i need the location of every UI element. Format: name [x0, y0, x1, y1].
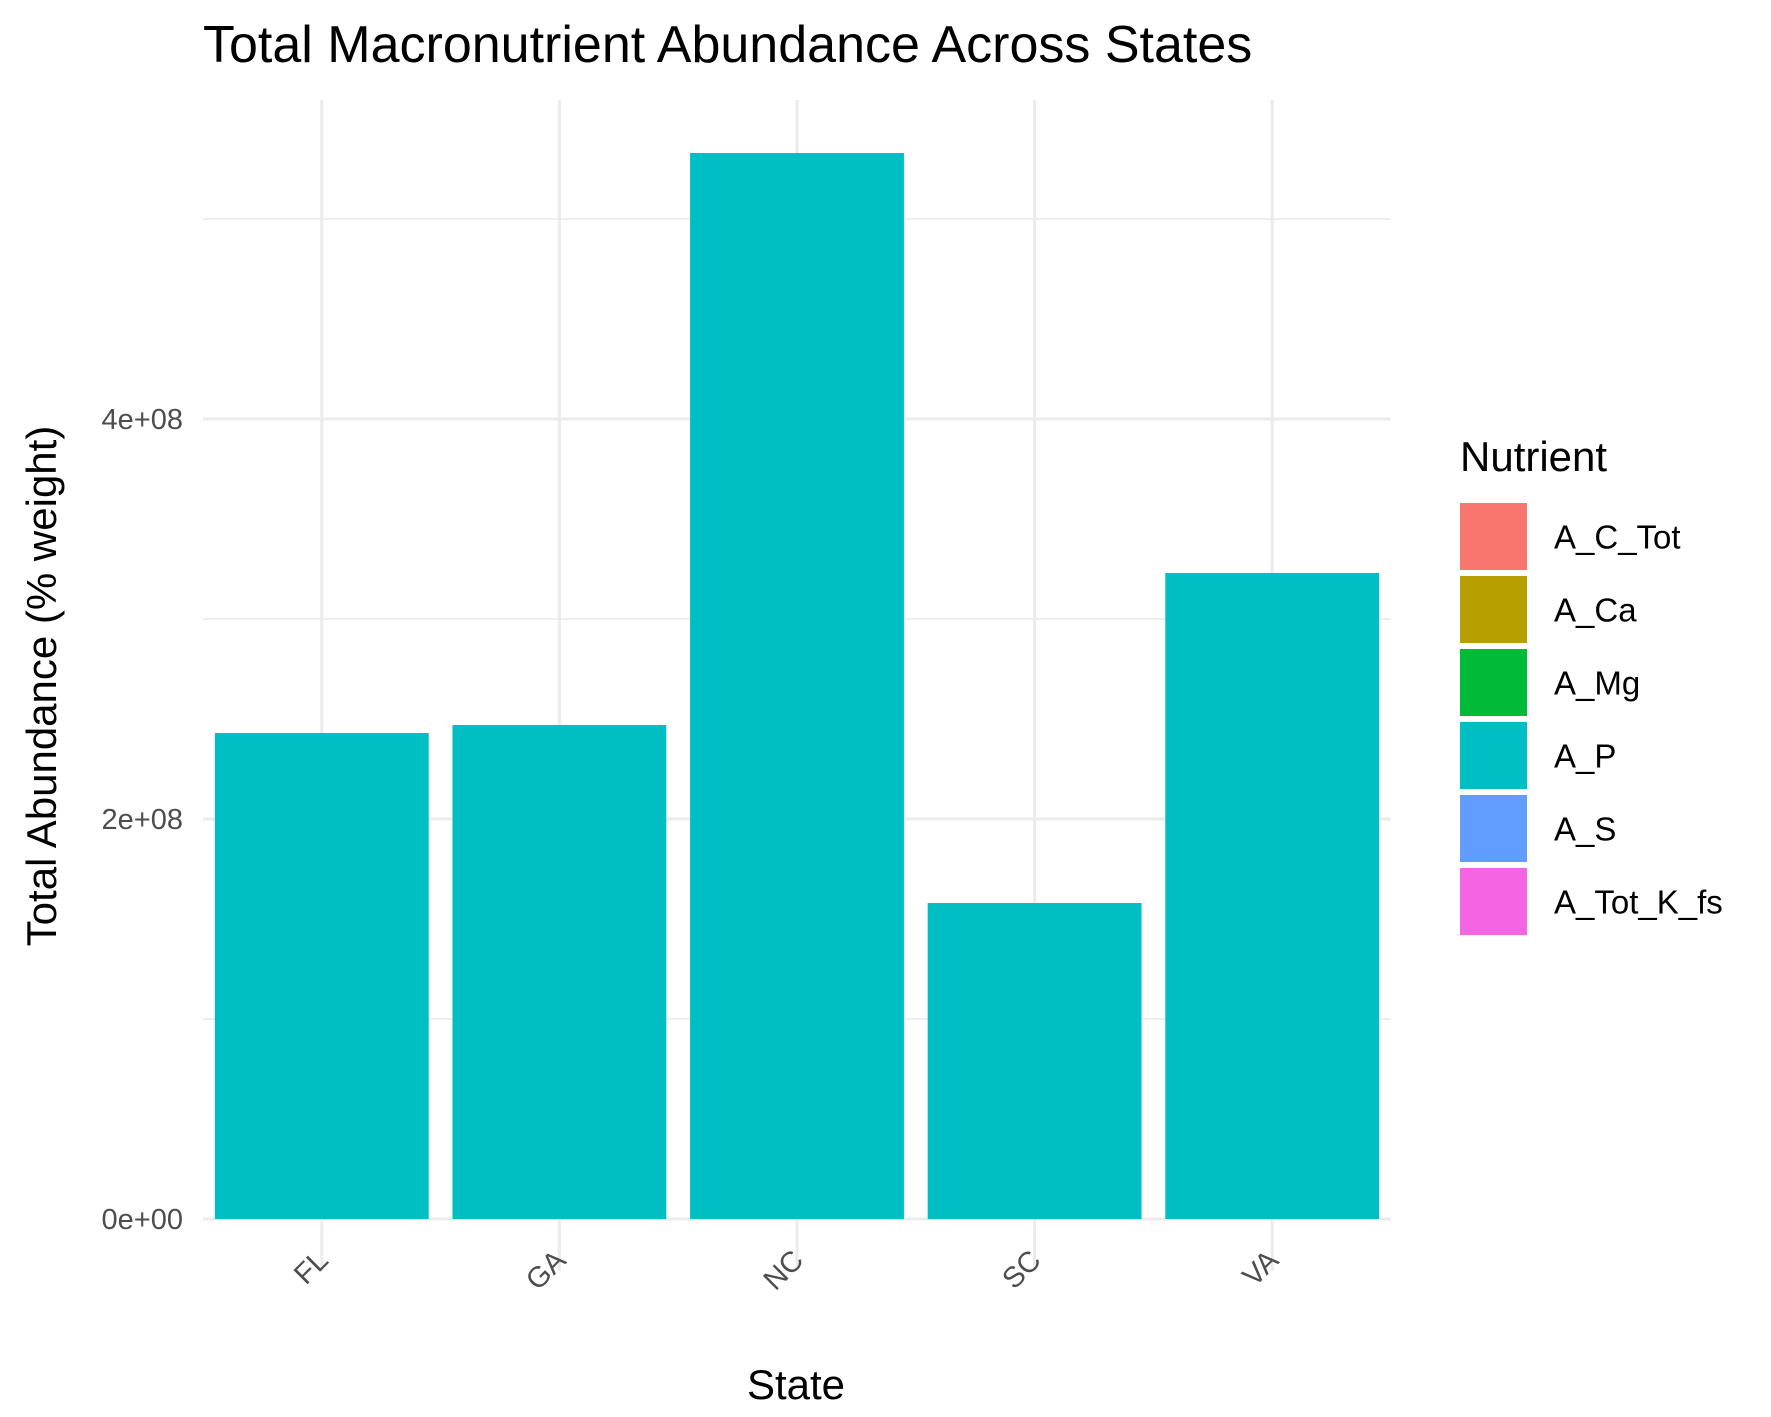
legend-key-a-p: [1460, 722, 1527, 789]
bar-ga: [452, 725, 667, 1219]
bar-sc: [927, 903, 1142, 1219]
y-axis-tick-labels: 0e+00 2e+08 4e+08: [102, 404, 183, 1236]
legend-label: A_P: [1554, 738, 1616, 775]
x-tick-label: NC: [758, 1244, 810, 1296]
legend-key-a-tot-k-fs: [1460, 868, 1527, 935]
legend-label: A_C_Tot: [1554, 519, 1681, 556]
y-tick-label: 4e+08: [102, 404, 183, 436]
bar-va: [1165, 573, 1380, 1219]
legend-key-a-c-tot: [1460, 503, 1527, 570]
legend-key-a-s: [1460, 795, 1527, 862]
legend-label: A_Tot_K_fs: [1554, 884, 1723, 921]
legend-key-a-ca: [1460, 576, 1527, 643]
legend-label: A_S: [1554, 811, 1616, 848]
y-tick-label: 2e+08: [102, 804, 183, 836]
chart-title: Total Macronutrient Abundance Across Sta…: [203, 16, 1252, 74]
x-axis-tick-labels: FL GA NC SC VA: [288, 1244, 1285, 1297]
y-axis-title: Total Abundance (% weight): [18, 426, 65, 947]
bar-nc: [690, 153, 904, 1219]
x-axis-title: State: [747, 1361, 845, 1408]
y-tick-label: 0e+00: [102, 1204, 183, 1236]
x-tick-label: FL: [288, 1244, 335, 1291]
legend-label: A_Ca: [1554, 592, 1637, 629]
legend-key-a-mg: [1460, 649, 1527, 716]
bar-fl: [214, 733, 429, 1219]
bars: [214, 153, 1380, 1219]
x-tick-label: GA: [520, 1244, 573, 1297]
legend-label: A_Mg: [1554, 665, 1640, 702]
legend: Nutrient A_C_Tot A_Ca A_Mg A_P A_S A_Tot_K_fs: [1460, 433, 1723, 935]
legend-title: Nutrient: [1460, 433, 1607, 480]
x-tick-label: SC: [996, 1244, 1047, 1295]
x-tick-label: VA: [1237, 1244, 1286, 1293]
